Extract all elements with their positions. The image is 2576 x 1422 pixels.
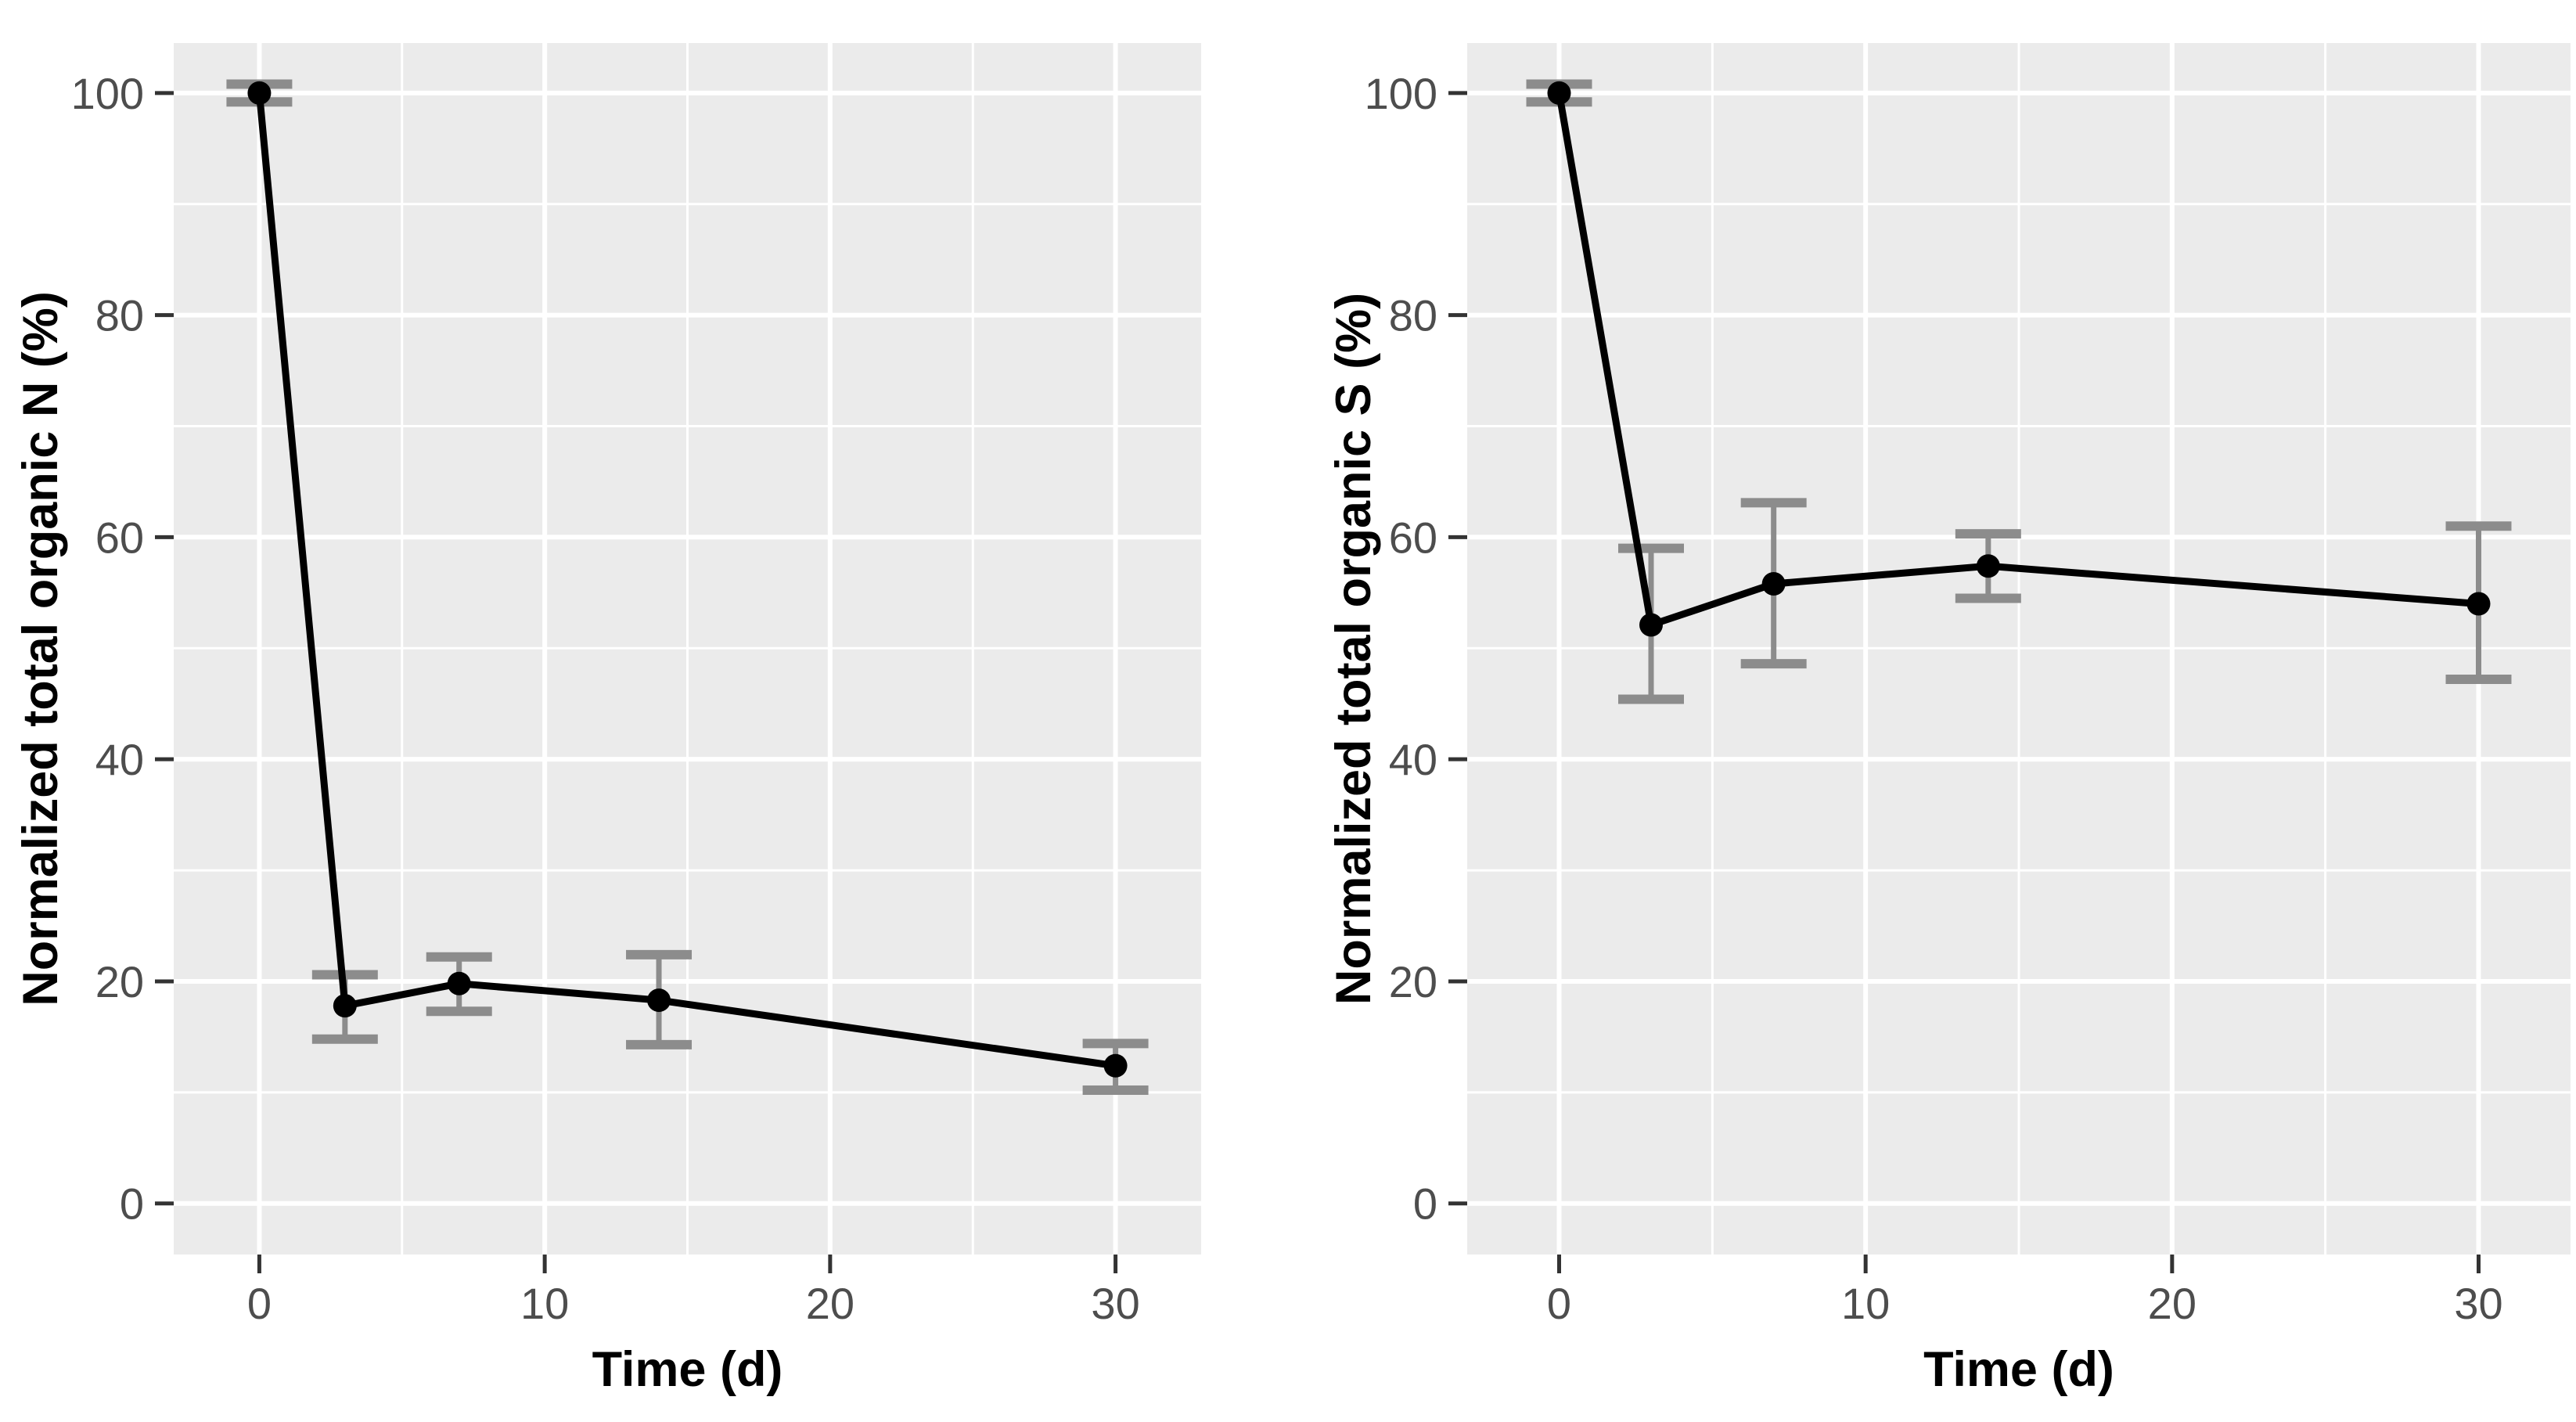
y-tick-label: 100	[1365, 69, 1437, 118]
x-tick-label: 10	[520, 1279, 569, 1328]
y-axis-title-s: Normalized total organic S (%)	[1326, 292, 1381, 1006]
plot-area-s: 0 10 20 30 0 20 40 60 80 100	[1365, 43, 2571, 1328]
x-tick-label: 10	[1841, 1279, 1890, 1328]
data-point	[247, 81, 272, 105]
x-axis-title-s: Time (d)	[1923, 1342, 2114, 1397]
y-tick-label: 0	[1413, 1179, 1437, 1229]
y-tick-label: 0	[120, 1179, 144, 1229]
chart-organic-s: 0 10 20 30 0 20 40 60 80 100 Normalized total org…	[1288, 0, 2576, 1422]
y-tick-label: 60	[95, 513, 144, 562]
x-axis-title-n: Time (d)	[592, 1342, 783, 1397]
data-point	[333, 994, 357, 1018]
y-axis-title-n: Normalized total organic N (%)	[13, 291, 68, 1006]
data-point	[1761, 571, 1786, 596]
y-tick-label: 40	[95, 735, 144, 784]
data-point	[2466, 592, 2491, 616]
x-tick-label: 0	[247, 1279, 272, 1328]
y-tick-label: 20	[95, 957, 144, 1006]
plot-area-n: 0 10 20 30 0 20 40 60 80 100	[71, 43, 1201, 1328]
x-tick-label: 20	[806, 1279, 854, 1328]
x-tick-label: 30	[2454, 1279, 2502, 1328]
data-point	[1103, 1053, 1128, 1078]
y-tick-label: 80	[1389, 291, 1437, 340]
data-point	[647, 988, 671, 1013]
y-tick-label: 40	[1389, 735, 1437, 784]
x-tick-label: 0	[1547, 1279, 1571, 1328]
chart-organic-n: 0 10 20 30 0 20 40 60 80 100 Normalized total org…	[13, 43, 1201, 1397]
y-tick-label: 60	[1389, 513, 1437, 562]
y-tick-label: 80	[95, 291, 144, 340]
data-point	[447, 971, 471, 995]
x-tick-label: 30	[1091, 1279, 1139, 1328]
x-tick-label: 20	[2148, 1279, 2196, 1328]
y-tick-label: 100	[71, 69, 144, 118]
data-point	[1976, 554, 2000, 578]
data-point	[1639, 613, 1663, 637]
y-tick-label: 20	[1389, 957, 1437, 1006]
data-point	[1547, 81, 1571, 105]
